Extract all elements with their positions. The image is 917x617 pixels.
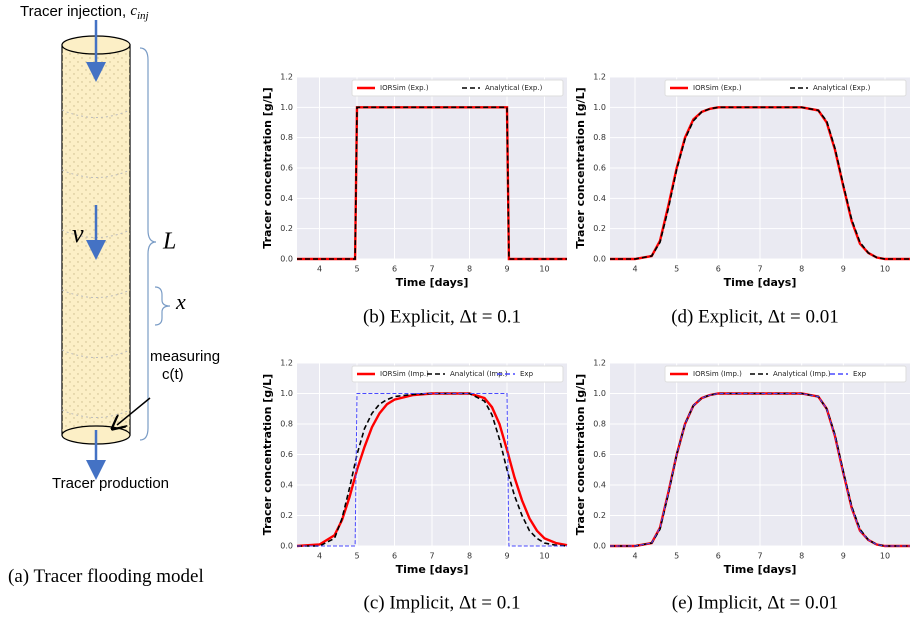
x-tick-label: 6 bbox=[716, 552, 721, 561]
x-tick-label: 6 bbox=[392, 552, 397, 561]
x-tick-label: 5 bbox=[674, 552, 679, 561]
x-tick-label: 7 bbox=[757, 552, 762, 561]
y-tick-label: 1.2 bbox=[280, 73, 293, 82]
legend-box bbox=[664, 365, 907, 383]
legend-label: Exp bbox=[853, 370, 867, 378]
x-tick-label: 9 bbox=[504, 552, 509, 561]
measuring-variable: c(t) bbox=[162, 366, 184, 383]
y-tick-label: 0.2 bbox=[593, 224, 606, 233]
x-tick-label: 8 bbox=[467, 265, 472, 274]
y-tick-label: 0.2 bbox=[280, 224, 293, 233]
chart-caption: (d) Explicit, Δt = 0.01 bbox=[671, 306, 839, 327]
y-tick-label: 1.0 bbox=[280, 389, 293, 398]
chart-caption: (b) Explicit, Δt = 0.1 bbox=[363, 306, 521, 327]
series-line bbox=[610, 393, 910, 547]
x-tick-label: 5 bbox=[354, 265, 359, 274]
production-label: Tracer production bbox=[52, 475, 169, 492]
y-tick-label: 0.0 bbox=[280, 542, 293, 551]
x-tick-label: 10 bbox=[539, 265, 549, 274]
x-tick-label: 10 bbox=[880, 265, 890, 274]
legend-box bbox=[351, 79, 564, 97]
x-tick-label: 4 bbox=[632, 265, 637, 274]
chart-caption: (e) Implicit, Δt = 0.01 bbox=[672, 592, 838, 613]
y-tick-label: 0.4 bbox=[280, 194, 293, 203]
position-label: x bbox=[175, 289, 186, 314]
y-tick-label: 0.4 bbox=[593, 481, 606, 490]
legend-label: Analytical (Imp.) bbox=[450, 370, 508, 378]
series-line bbox=[610, 106, 910, 260]
x-tick-label: 8 bbox=[799, 265, 804, 274]
x-tick-label: 4 bbox=[317, 265, 322, 274]
legend-label: IORSim (Imp.) bbox=[693, 370, 742, 378]
y-tick-label: 0.8 bbox=[280, 420, 293, 429]
x-tick-label: 10 bbox=[539, 552, 549, 561]
y-tick-label: 0.6 bbox=[593, 164, 606, 173]
y-tick-label: 1.2 bbox=[280, 359, 293, 368]
y-tick-label: 0.8 bbox=[280, 133, 293, 142]
x-tick-label: 6 bbox=[392, 265, 397, 274]
legend-box bbox=[664, 79, 907, 97]
x-tick-label: 8 bbox=[467, 552, 472, 561]
y-tick-label: 0.2 bbox=[593, 511, 606, 520]
x-axis-label: Time [days] bbox=[396, 563, 469, 576]
x-tick-label: 4 bbox=[317, 552, 322, 561]
y-tick-label: 0.6 bbox=[280, 450, 293, 459]
y-axis-label: Tracer concentration [g/L] bbox=[574, 374, 587, 535]
y-tick-label: 0.4 bbox=[280, 481, 293, 490]
x-axis-label: Time [days] bbox=[396, 276, 469, 289]
cylinder bbox=[61, 20, 171, 480]
y-tick-label: 0.6 bbox=[593, 450, 606, 459]
measuring-label: measuring bbox=[150, 348, 220, 365]
x-axis-label: Time [days] bbox=[724, 563, 797, 576]
x-tick-label: 9 bbox=[841, 265, 846, 274]
y-tick-label: 0.8 bbox=[593, 133, 606, 142]
x-axis-label: Time [days] bbox=[724, 276, 797, 289]
x-tick-label: 9 bbox=[841, 552, 846, 561]
x-tick-label: 6 bbox=[716, 265, 721, 274]
y-tick-label: 1.2 bbox=[593, 73, 606, 82]
y-tick-label: 1.0 bbox=[280, 103, 293, 112]
y-tick-label: 1.0 bbox=[593, 389, 606, 398]
series-line bbox=[297, 392, 568, 547]
y-tick-label: 1.0 bbox=[593, 103, 606, 112]
legend-label: Analytical (Exp.) bbox=[813, 84, 871, 92]
legend-label: Analytical (Imp.) bbox=[773, 370, 831, 378]
x-tick-label: 9 bbox=[504, 265, 509, 274]
legend-label: IORSim (Imp.) bbox=[380, 370, 429, 378]
x-tick-label: 10 bbox=[880, 552, 890, 561]
y-tick-label: 0.0 bbox=[593, 255, 606, 264]
caption-a: (a) Tracer flooding model bbox=[8, 566, 204, 587]
y-tick-label: 0.2 bbox=[280, 511, 293, 520]
x-tick-label: 7 bbox=[757, 265, 762, 274]
legend-box bbox=[351, 365, 564, 383]
series-line bbox=[297, 393, 567, 547]
x-tick-label: 8 bbox=[799, 552, 804, 561]
legend-label: IORSim (Exp.) bbox=[693, 84, 742, 92]
legend-label: Exp bbox=[520, 370, 534, 378]
y-axis-label: Tracer concentration [g/L] bbox=[261, 87, 274, 248]
chart-caption: (c) Implicit, Δt = 0.1 bbox=[364, 592, 521, 613]
x-tick-label: 7 bbox=[429, 552, 434, 561]
y-axis-label: Tracer concentration [g/L] bbox=[261, 374, 274, 535]
y-tick-label: 1.2 bbox=[593, 359, 606, 368]
y-axis-label: Tracer concentration [g/L] bbox=[574, 87, 587, 248]
x-tick-label: 5 bbox=[354, 552, 359, 561]
y-tick-label: 0.0 bbox=[593, 542, 606, 551]
x-tick-label: 4 bbox=[632, 552, 637, 561]
y-tick-label: 0.4 bbox=[593, 194, 606, 203]
y-tick-label: 0.0 bbox=[280, 255, 293, 264]
length-label: L bbox=[162, 229, 176, 255]
x-tick-label: 5 bbox=[674, 265, 679, 274]
legend-label: Analytical (Exp.) bbox=[485, 84, 543, 92]
y-tick-label: 0.8 bbox=[593, 420, 606, 429]
y-tick-label: 0.6 bbox=[280, 164, 293, 173]
series-line bbox=[297, 106, 567, 260]
velocity-label: v bbox=[72, 219, 84, 248]
x-tick-label: 7 bbox=[429, 265, 434, 274]
legend-label: IORSim (Exp.) bbox=[380, 84, 429, 92]
injection-label: Tracer injection, cinj bbox=[20, 3, 149, 22]
